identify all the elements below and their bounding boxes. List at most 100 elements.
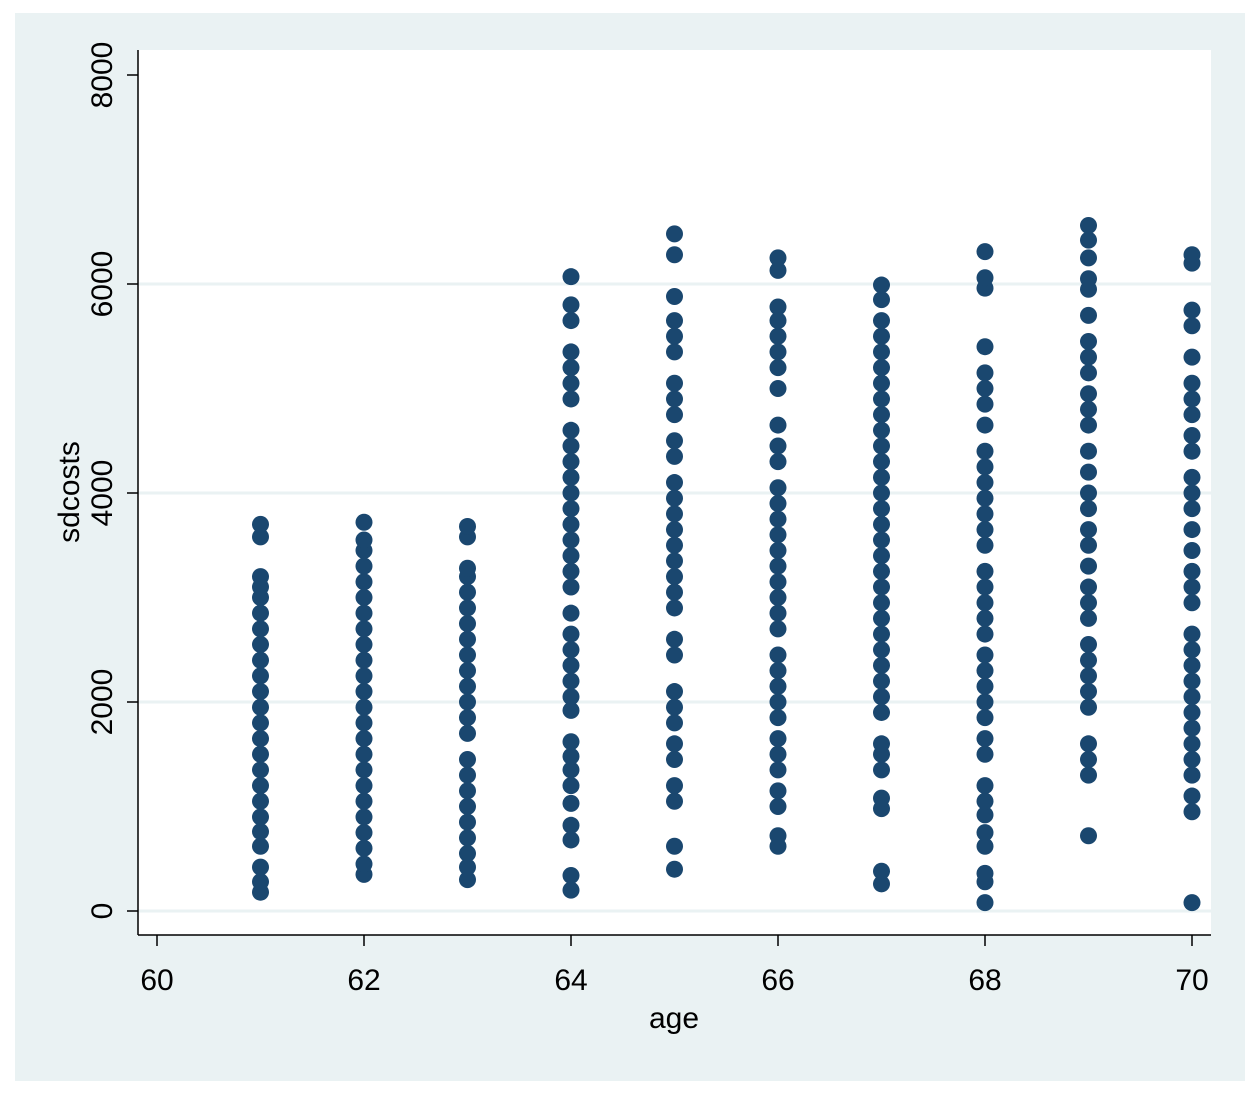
data-point — [873, 789, 890, 807]
data-point — [666, 327, 683, 345]
data-point — [976, 562, 994, 580]
data-point — [252, 823, 269, 841]
data-point — [459, 517, 476, 535]
data-point — [459, 813, 476, 831]
data-point — [459, 750, 476, 768]
data-point — [666, 837, 683, 855]
data-point — [769, 416, 787, 434]
data-point — [873, 437, 890, 455]
data-point — [1183, 735, 1201, 753]
data-point — [1183, 894, 1201, 912]
data-point — [355, 683, 373, 701]
data-point — [769, 453, 787, 471]
data-point — [355, 855, 373, 873]
data-point — [873, 390, 890, 408]
data-point — [769, 526, 787, 544]
data-point — [666, 312, 683, 330]
data-point — [769, 646, 787, 664]
data-point — [1183, 787, 1201, 805]
data-point — [769, 709, 787, 727]
data-point — [1080, 306, 1097, 324]
data-point — [355, 777, 373, 795]
data-point — [873, 468, 890, 486]
data-point — [1183, 317, 1201, 335]
data-point — [976, 521, 994, 539]
data-point — [873, 327, 890, 345]
data-point — [873, 343, 890, 361]
data-point — [666, 374, 683, 392]
data-point — [769, 798, 787, 815]
data-point — [666, 505, 683, 523]
data-point — [873, 406, 890, 424]
data-point — [976, 489, 994, 507]
data-point — [873, 374, 890, 392]
data-point — [1080, 216, 1097, 234]
data-point — [976, 505, 994, 523]
data-point — [873, 609, 890, 627]
data-point — [1080, 735, 1097, 753]
x-tick-label: 68 — [968, 964, 1001, 997]
data-points — [252, 216, 1201, 912]
data-point — [769, 677, 787, 695]
data-point — [1183, 246, 1201, 264]
y-axis-ticks: 0 2000 4000 6000 8000 — [86, 42, 138, 919]
data-point — [562, 816, 580, 834]
data-point — [562, 733, 580, 751]
data-point — [666, 599, 683, 617]
data-point — [1183, 348, 1201, 366]
data-point — [769, 604, 787, 622]
data-point — [1183, 521, 1201, 539]
data-point — [769, 827, 787, 845]
data-point — [562, 866, 580, 884]
data-point — [1183, 484, 1201, 502]
data-point — [976, 416, 994, 434]
data-point — [873, 515, 890, 533]
data-point — [666, 432, 683, 450]
data-point — [1183, 625, 1201, 643]
x-tick-label: 64 — [554, 964, 587, 997]
data-point — [1080, 270, 1097, 288]
data-point — [1183, 562, 1201, 580]
data-point — [459, 646, 476, 664]
data-point — [459, 766, 476, 784]
data-point — [976, 578, 994, 596]
data-point — [873, 421, 890, 439]
data-point — [769, 620, 787, 638]
data-point — [355, 824, 373, 842]
data-point — [666, 536, 683, 554]
data-point — [873, 625, 890, 643]
data-point — [976, 745, 994, 763]
data-point — [1080, 609, 1097, 627]
data-point — [873, 688, 890, 706]
data-point — [873, 578, 890, 596]
data-point — [355, 698, 373, 716]
data-point — [459, 709, 476, 727]
data-point — [562, 777, 580, 795]
data-point — [976, 395, 994, 413]
data-point — [252, 604, 269, 622]
x-tick-label: 70 — [1175, 964, 1208, 997]
data-point — [666, 860, 683, 878]
data-point — [459, 599, 476, 617]
data-point — [666, 489, 683, 507]
data-point — [252, 873, 269, 891]
data-point — [976, 625, 994, 643]
data-point — [1183, 374, 1201, 392]
data-point — [459, 615, 476, 633]
data-point — [1183, 594, 1201, 612]
data-point — [666, 390, 683, 408]
data-point — [976, 474, 994, 492]
data-point — [976, 693, 994, 711]
data-point — [1080, 827, 1097, 845]
data-point — [355, 604, 373, 622]
data-point — [976, 894, 994, 912]
data-point — [1080, 231, 1097, 249]
data-point — [1183, 500, 1201, 518]
data-point — [252, 636, 269, 654]
data-point — [873, 312, 890, 330]
data-point — [1183, 641, 1201, 659]
data-point — [1080, 521, 1097, 539]
data-point — [252, 528, 269, 546]
data-point — [1080, 500, 1097, 518]
